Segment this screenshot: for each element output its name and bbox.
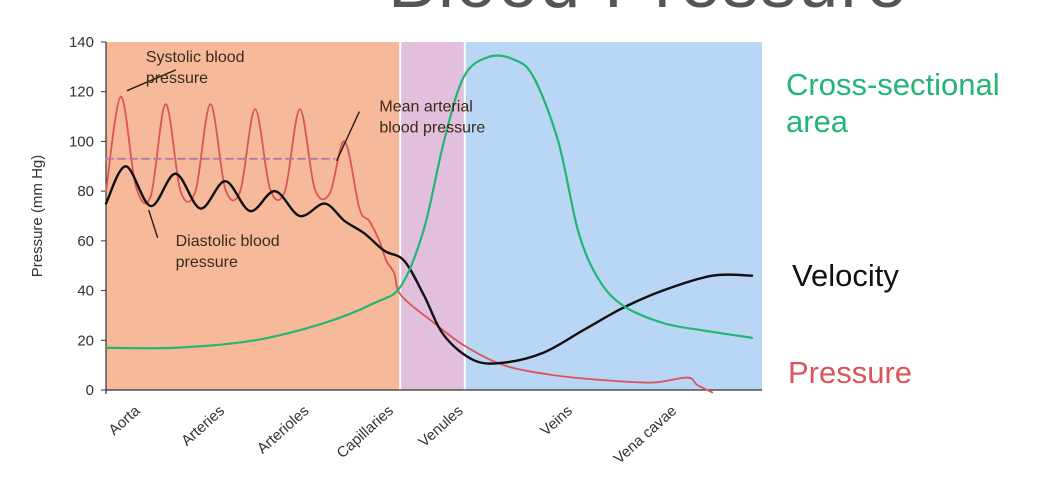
- vessel-zones: [106, 42, 762, 390]
- x-category-label: Arterioles: [254, 402, 312, 457]
- annotation-line: blood pressure: [379, 120, 485, 137]
- annotation-label: Diastolic blood pressure: [176, 233, 280, 271]
- annotation-leader: [148, 209, 159, 239]
- x-category-label: Capillaries: [334, 402, 397, 461]
- pressure-line: [105, 95, 714, 394]
- y-tick-label: 20: [77, 332, 94, 349]
- annotation-line: Diastolic blood: [176, 233, 280, 250]
- zone-venous: [465, 42, 762, 390]
- x-category-label: Venules: [415, 402, 466, 450]
- y-tick-label: 40: [77, 283, 94, 300]
- cross-section-line: [104, 54, 754, 350]
- annotation-label: Systolic blood pressure: [146, 49, 245, 87]
- cross-section-label: Cross-sectional area: [786, 67, 1000, 140]
- annotations: Systolic blood pressure Mean arterial blood…: [126, 49, 485, 271]
- zone-capillary: [401, 42, 464, 390]
- y-tick-label: 80: [77, 183, 94, 200]
- velocity-label: Velocity: [792, 258, 899, 293]
- y-tick-label: 100: [69, 133, 94, 150]
- annotation-line: Mean arterial: [379, 99, 472, 116]
- y-tick-label: 140: [69, 34, 94, 51]
- y-tick-label: 60: [77, 233, 94, 250]
- annotation-line: Systolic blood: [146, 49, 245, 66]
- y-tick-label: 120: [69, 84, 94, 101]
- x-category-label: Veins: [537, 402, 576, 439]
- annotation-leader: [126, 69, 177, 92]
- annotation-line: pressure: [146, 70, 208, 87]
- page-title: Blood Pressure: [388, 0, 908, 24]
- y-tick-label: 0: [86, 382, 94, 399]
- x-category-label: Aorta: [105, 402, 144, 439]
- y-axis-label: Pressure (mm Hg): [29, 155, 46, 278]
- series-lines: [104, 54, 754, 394]
- annotation-leader: [335, 111, 361, 162]
- pressure-label: Pressure: [788, 355, 913, 390]
- zone-arterial: [106, 42, 400, 390]
- velocity-line: [104, 165, 754, 365]
- x-category-label: Vena cavae: [611, 402, 681, 467]
- annotation-line: pressure: [176, 254, 238, 271]
- annotation-label: Mean arterial blood pressure: [379, 99, 485, 137]
- x-category-label: Arteries: [178, 402, 228, 449]
